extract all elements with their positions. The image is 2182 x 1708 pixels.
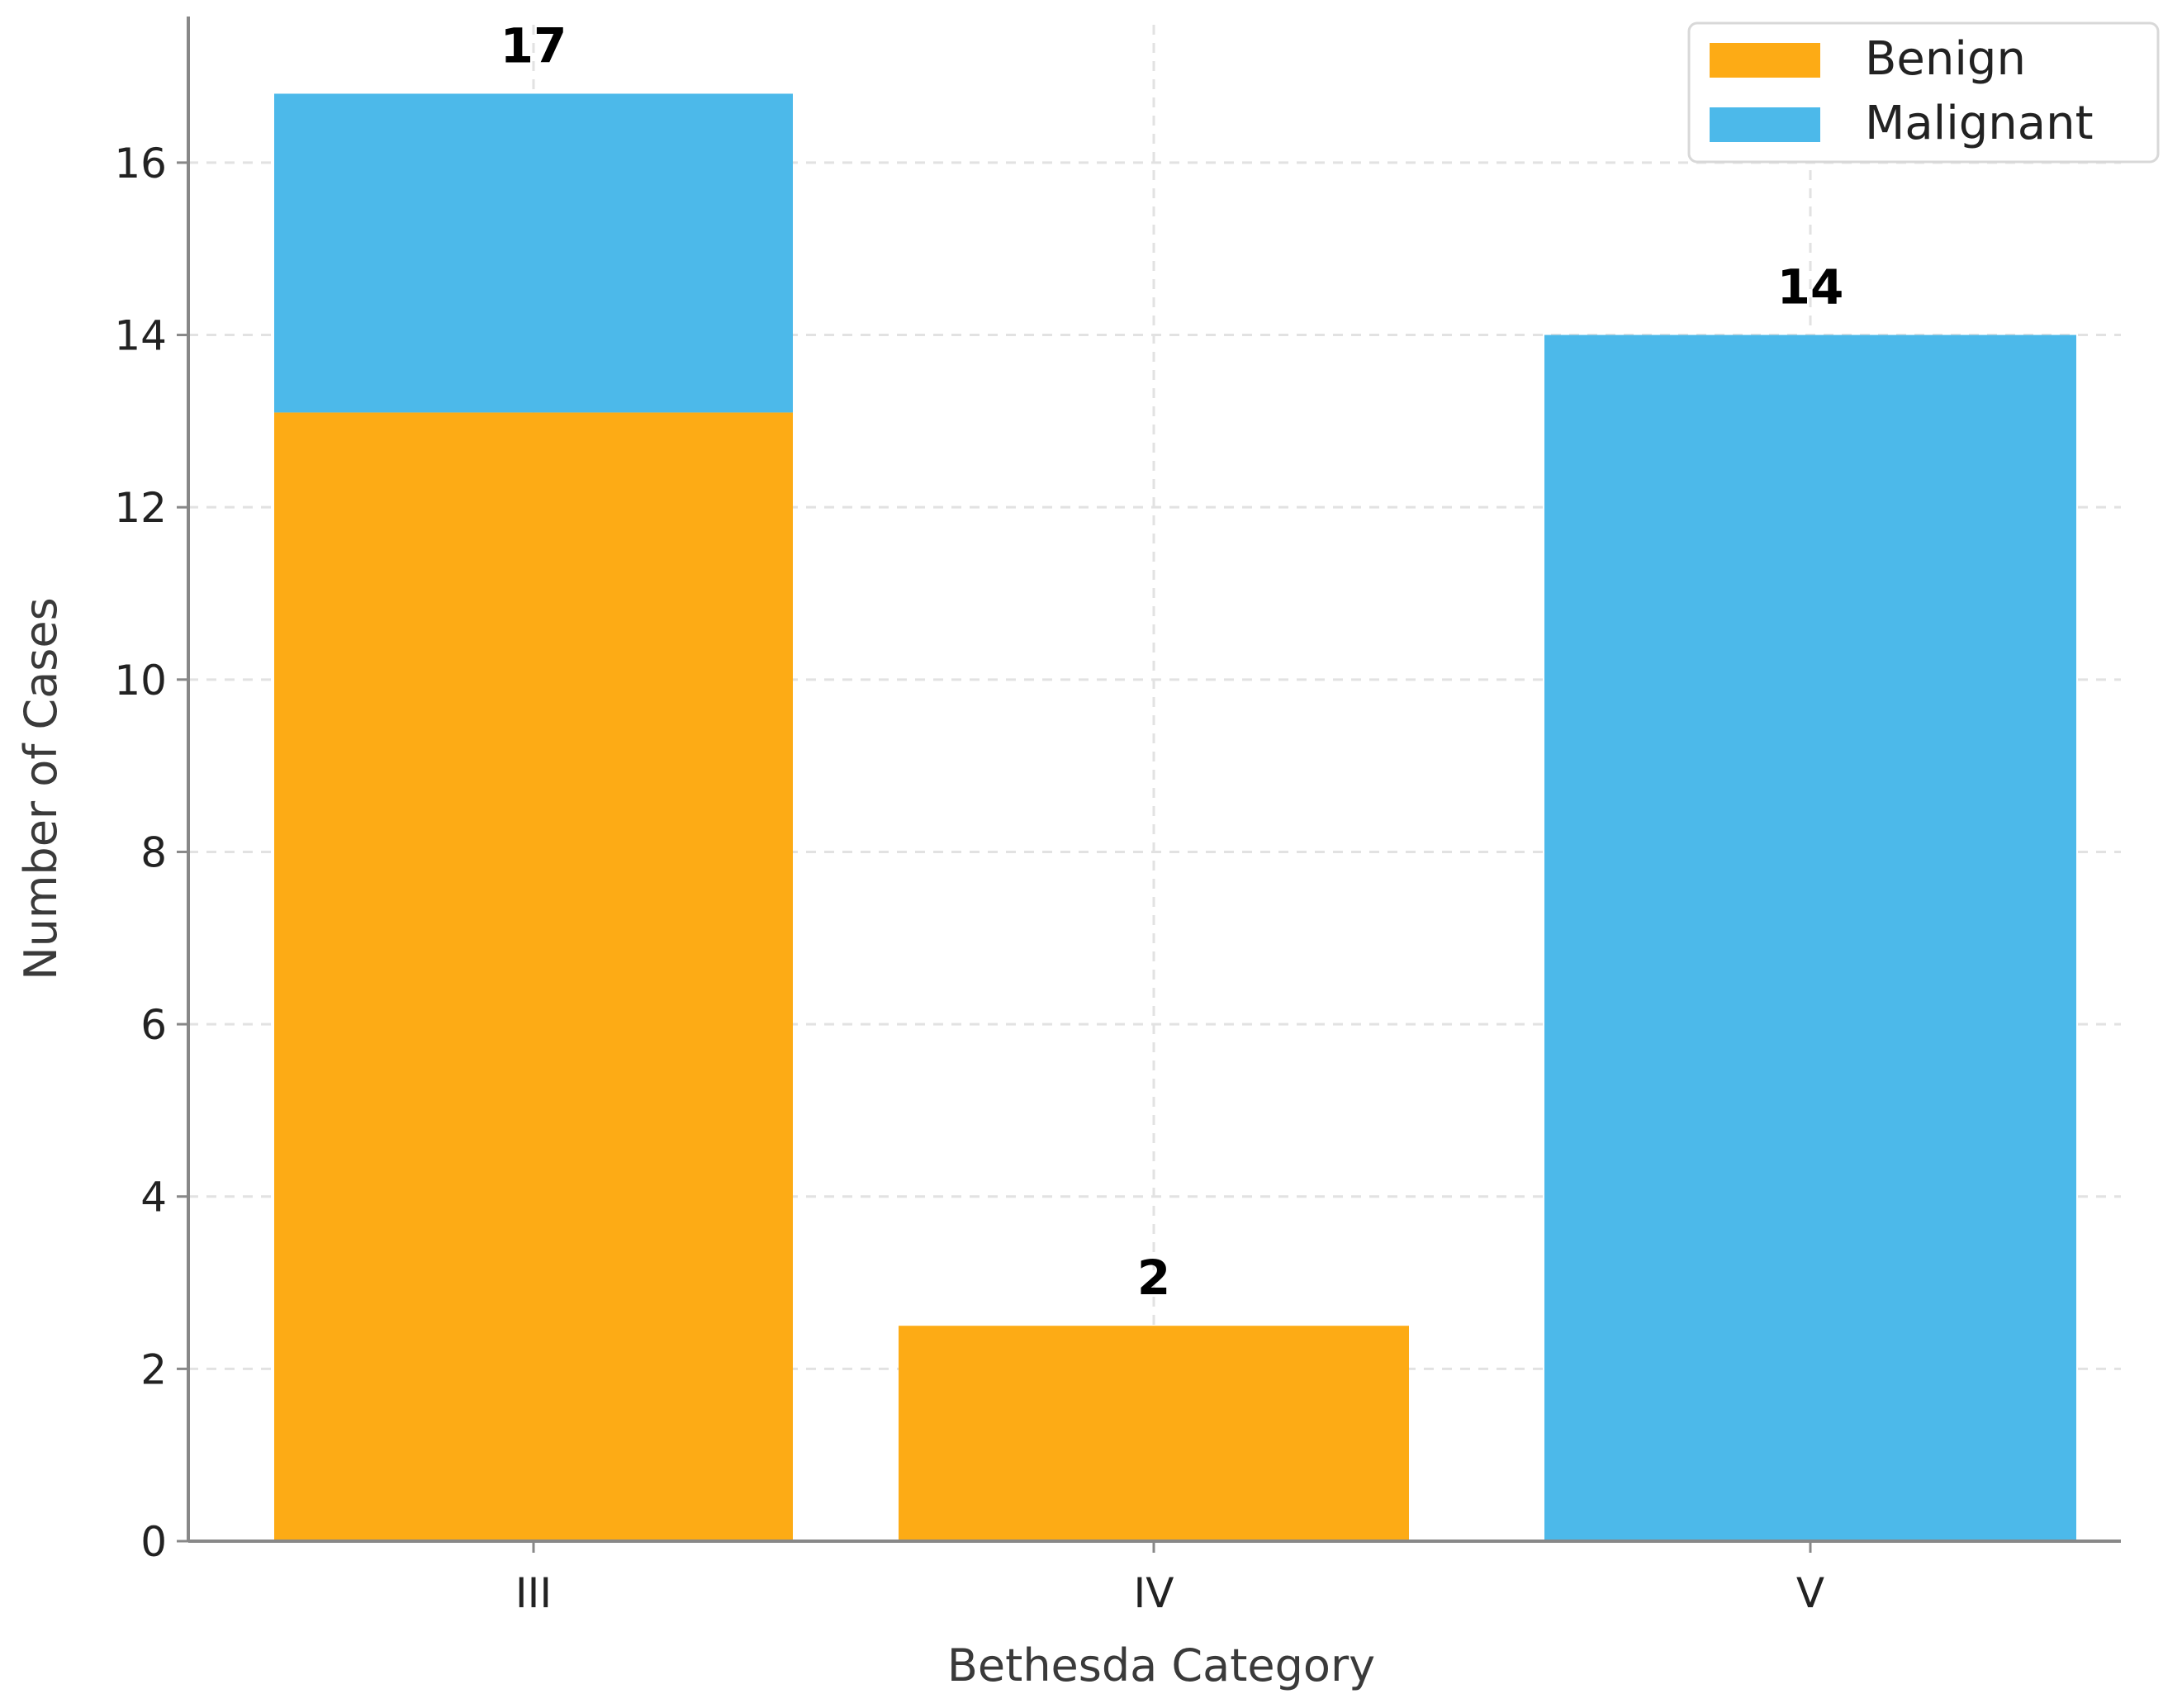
bars [274,93,2076,1542]
bar-malignant-iii [274,93,793,413]
legend-label-benign: Benign [1865,32,2026,86]
y-tick-label: 2 [140,1345,167,1393]
legend-swatch-benign [1710,43,1820,78]
y-tick-label: 6 [140,1001,167,1049]
y-tick-label: 10 [114,657,167,705]
y-axis-label: Number of Cases [15,597,67,980]
legend-swatch-malignant [1710,107,1820,142]
y-tick-label: 12 [114,484,167,532]
x-tick-label: III [515,1569,552,1617]
y-tick-label: 14 [114,312,167,360]
bar-benign-iv [899,1326,1409,1541]
total-label-v: 14 [1777,259,1844,316]
y-tick-label: 8 [140,828,167,876]
data-labels: 17 2 14 [500,17,1844,1306]
y-tick-label: 4 [140,1174,167,1222]
x-tick-label: IV [1134,1569,1174,1617]
x-tick-label: V [1796,1569,1824,1617]
total-label-iv: 2 [1137,1250,1170,1306]
y-tick-label: 16 [114,140,167,187]
legend: Benign Malignant [1687,21,2160,164]
legend-label-malignant: Malignant [1865,97,2094,150]
total-label-iii: 17 [500,17,567,74]
y-tick-label: 0 [140,1518,167,1566]
x-axis-label: Bethesda Category [947,1639,1375,1691]
bar-benign-iii [274,412,793,1541]
axes: 0 2 4 6 8 10 12 14 16 III IV V [114,17,2121,1617]
bar-malignant-v [1544,334,2076,1542]
